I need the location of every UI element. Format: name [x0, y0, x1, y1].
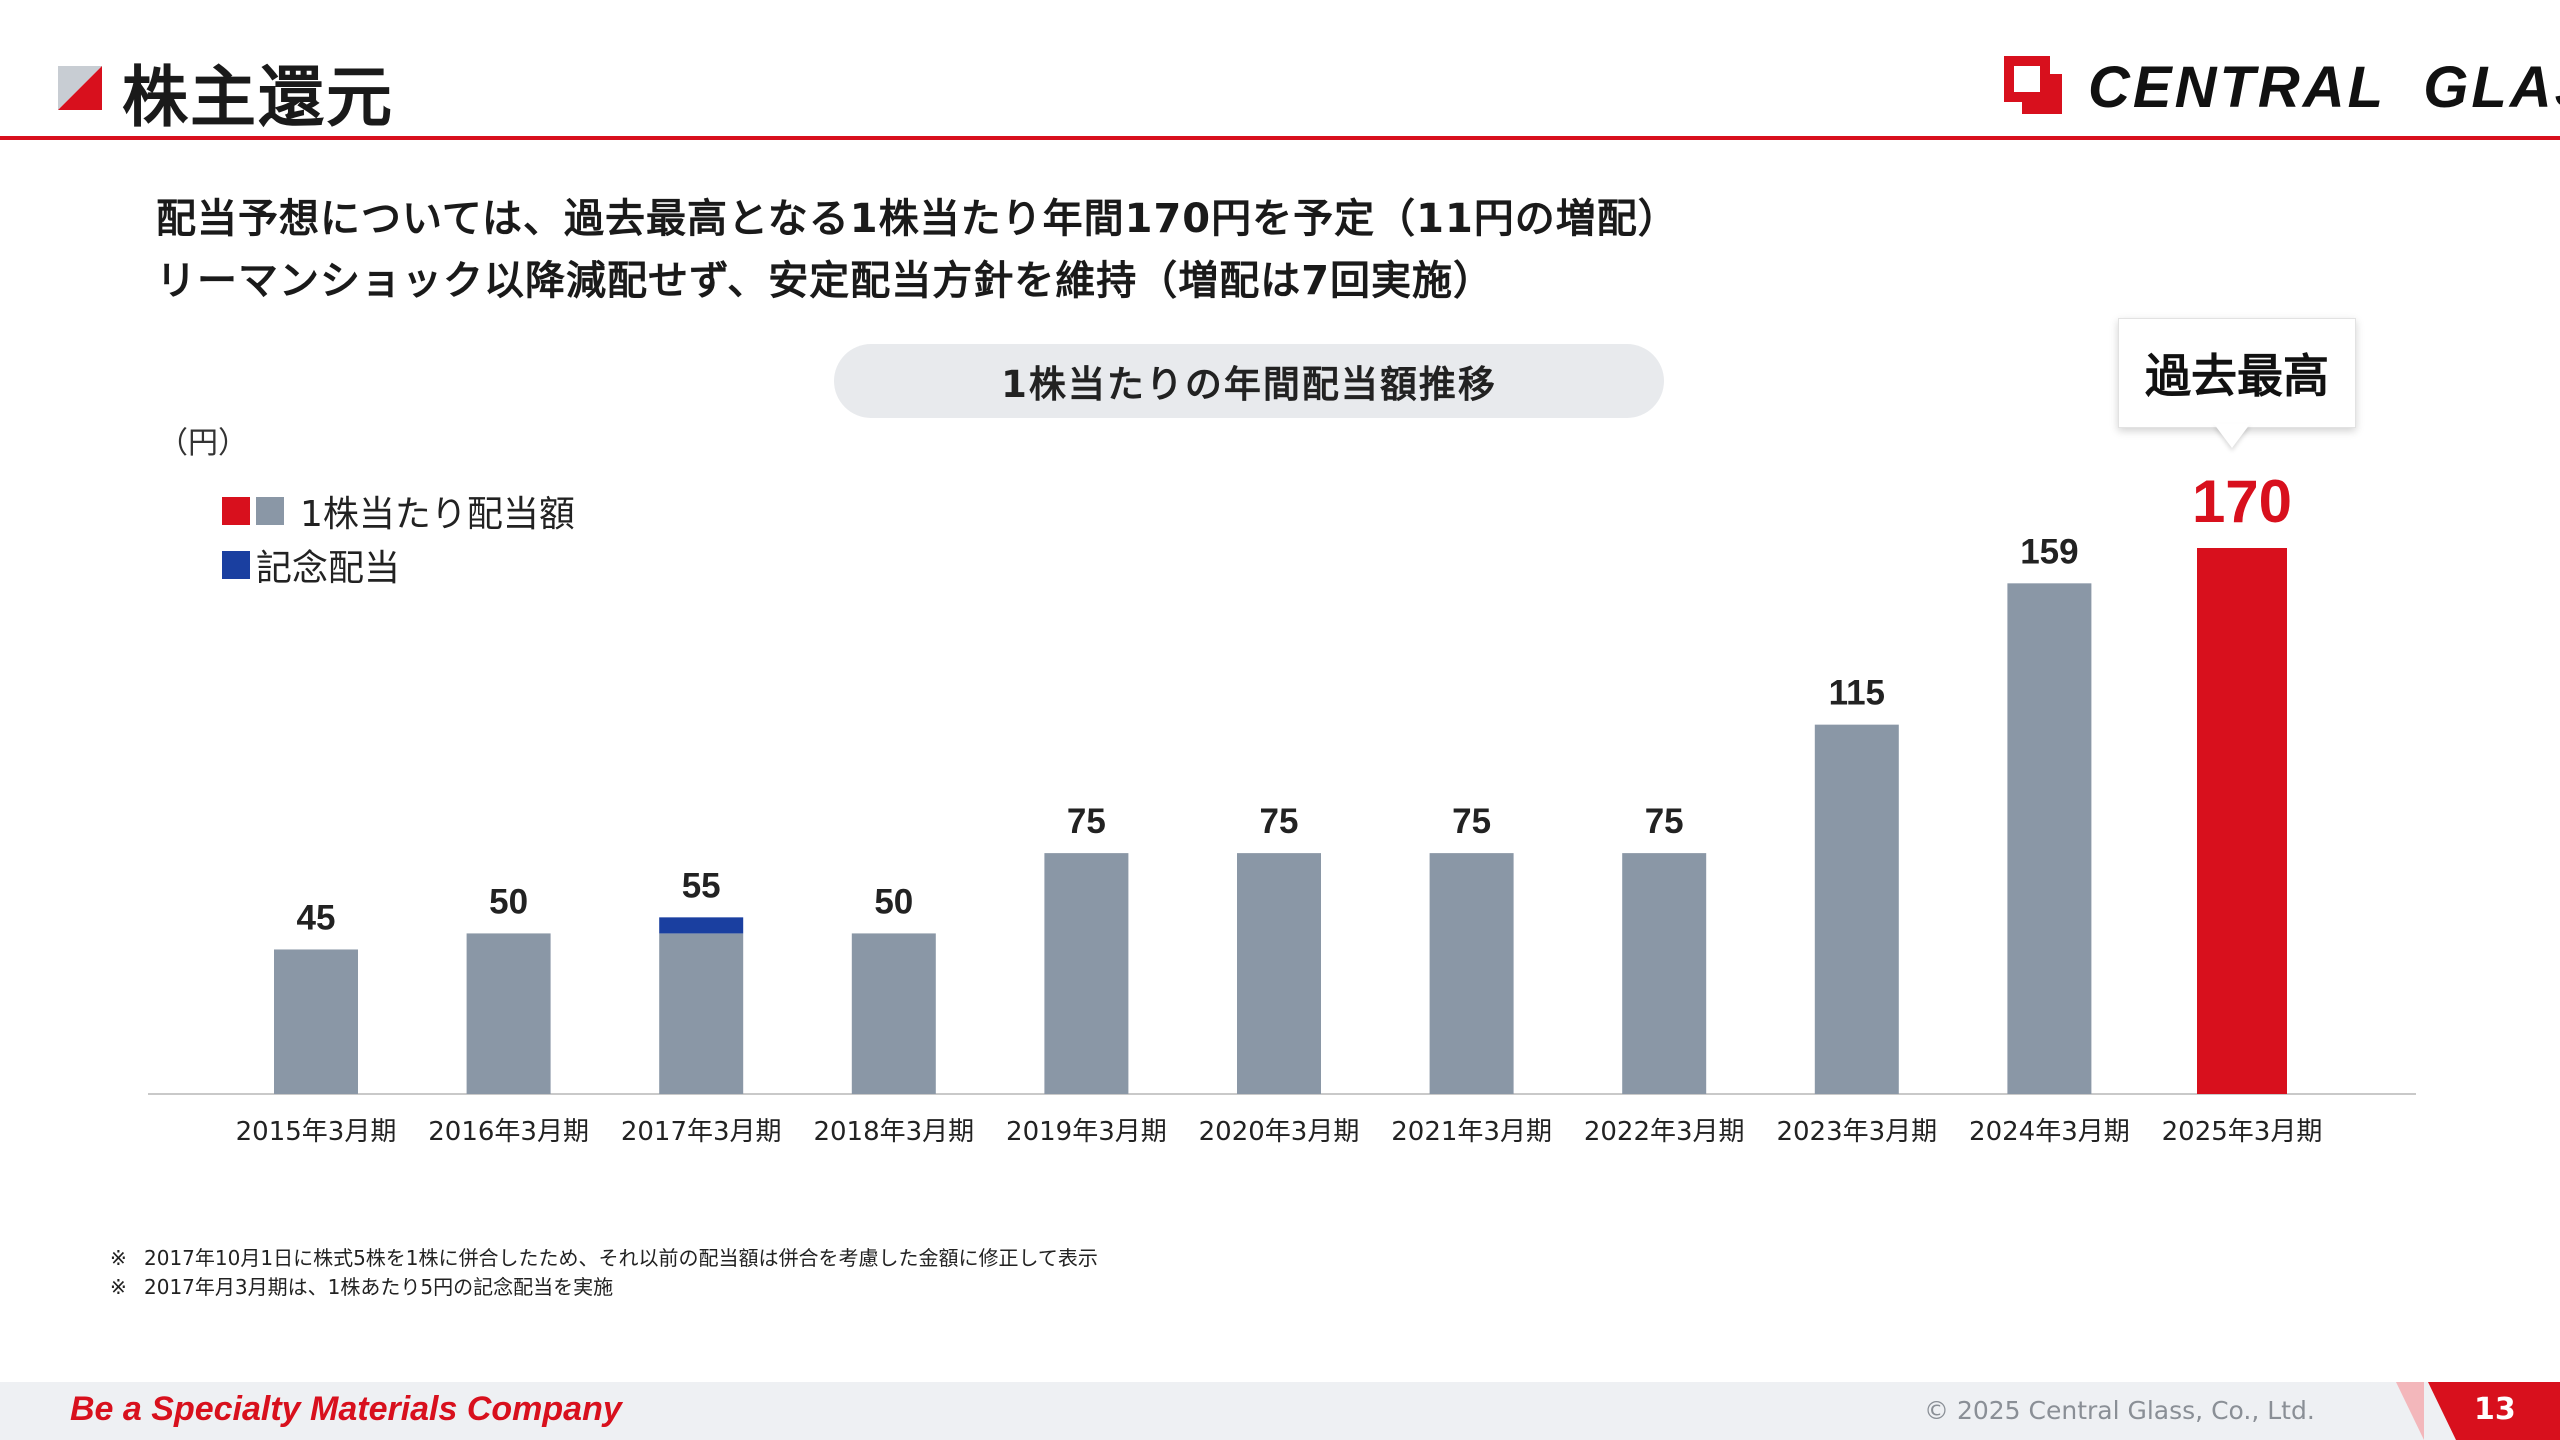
header-divider	[0, 136, 2560, 140]
data-label: 50	[874, 882, 913, 921]
bar-dividend	[2197, 548, 2287, 1094]
legend-label-commemorative: 記念配当	[256, 548, 401, 589]
x-tick-label: 2022年3月期	[1584, 1117, 1745, 1147]
data-label: 45	[297, 898, 336, 937]
chart-unit-label: （円）	[158, 426, 248, 461]
data-label: 115	[1829, 674, 1885, 713]
footnotes: ※ 2017年10月1日に株式5株を1株に併合したため、それ以前の配当額は併合を…	[110, 1244, 1098, 1302]
central-glass-logo: CENTRAL GLASS	[2004, 55, 2560, 122]
chart-legend: 1株当たり配当額 記念配当	[222, 484, 575, 592]
chart-title: 1株当たりの年間配当額推移	[834, 344, 1664, 418]
bar-dividend	[1237, 853, 1321, 1094]
title-mark-icon	[58, 66, 102, 110]
bar-dividend	[274, 949, 358, 1094]
x-tick-label: 2020年3月期	[1199, 1117, 1360, 1147]
x-tick-label: 2021年3月期	[1391, 1117, 1552, 1147]
page-number: 13	[2474, 1392, 2516, 1427]
x-tick-label: 2025年3月期	[2162, 1117, 2323, 1147]
x-tick-label: 2017年3月期	[621, 1117, 782, 1147]
data-label: 75	[1067, 802, 1106, 841]
legend-swatch-blue	[222, 551, 250, 579]
slide-footer: Be a Specialty Materials Company © 2025 …	[0, 1382, 2560, 1440]
bar-dividend	[1814, 724, 1899, 1094]
footnote-mark: ※	[110, 1246, 127, 1270]
legend-item-dividend: 1株当たり配当額	[222, 484, 575, 538]
bar-dividend	[851, 933, 936, 1094]
legend-item-commemorative: 記念配当	[222, 538, 575, 592]
data-label: 159	[2020, 532, 2078, 571]
x-tick-label: 2023年3月期	[1776, 1117, 1937, 1147]
bar-dividend	[1044, 853, 1129, 1094]
legend-swatch-gray	[256, 497, 284, 525]
data-label: 50	[489, 882, 528, 921]
callout-pointer	[2214, 424, 2250, 448]
footnote-text: 2017年10月1日に株式5株を1株に併合したため、それ以前の配当額は併合を考慮…	[144, 1246, 1098, 1270]
footnote-2: ※ 2017年月3月期は、1株あたり5円の記念配当を実施	[110, 1273, 1098, 1302]
data-label: 75	[1260, 802, 1299, 841]
x-tick-label: 2015年3月期	[236, 1117, 397, 1147]
logo-mark-icon	[2004, 56, 2062, 114]
legend-label-dividend: 1株当たり配当額	[300, 494, 575, 535]
bar-dividend	[1622, 853, 1707, 1094]
data-label: 170	[2192, 468, 2292, 535]
bar-dividend	[659, 933, 744, 1094]
record-high-callout: 過去最高	[2118, 318, 2356, 428]
x-tick-label: 2018年3月期	[813, 1117, 974, 1147]
bar-dividend	[2007, 583, 2092, 1094]
bar-dividend	[466, 933, 551, 1094]
data-label: 75	[1452, 802, 1491, 841]
x-tick-label: 2019年3月期	[1006, 1117, 1167, 1147]
x-tick-label: 2016年3月期	[428, 1117, 589, 1147]
copyright: © 2025 Central Glass, Co., Ltd.	[1924, 1396, 2315, 1425]
footnote-1: ※ 2017年10月1日に株式5株を1株に併合したため、それ以前の配当額は併合を…	[110, 1244, 1098, 1273]
bar-commemorative	[659, 917, 744, 934]
bar-dividend	[1429, 853, 1514, 1094]
lead-text-line-2: リーマンショック以降減配せず、安定配当方針を維持（増配は7回実施）	[156, 258, 1495, 304]
data-label: 55	[682, 866, 721, 905]
footer-slogan: Be a Specialty Materials Company	[70, 1390, 622, 1428]
x-tick-label: 2024年3月期	[1969, 1117, 2130, 1147]
legend-swatch-red	[222, 497, 250, 525]
dividend-bar-chart: 45 2015年3月期 50 2016年3月期 55 2017年3月期 50 2018年3月期…	[148, 468, 2416, 1147]
data-label: 75	[1645, 802, 1684, 841]
lead-text-line-1: 配当予想については、過去最高となる1株当たり年間170円を予定（11円の増配）	[156, 196, 1679, 242]
logo-text: CENTRAL GLASS	[2088, 55, 2560, 120]
page-number-tab	[2396, 1382, 2560, 1440]
page-title: 株主還元	[122, 59, 394, 136]
slide-header: 株主還元 CENTRAL GLASS	[0, 0, 2560, 140]
footnote-text: 2017年月3月期は、1株あたり5円の記念配当を実施	[144, 1275, 614, 1299]
footnote-mark: ※	[110, 1275, 127, 1299]
